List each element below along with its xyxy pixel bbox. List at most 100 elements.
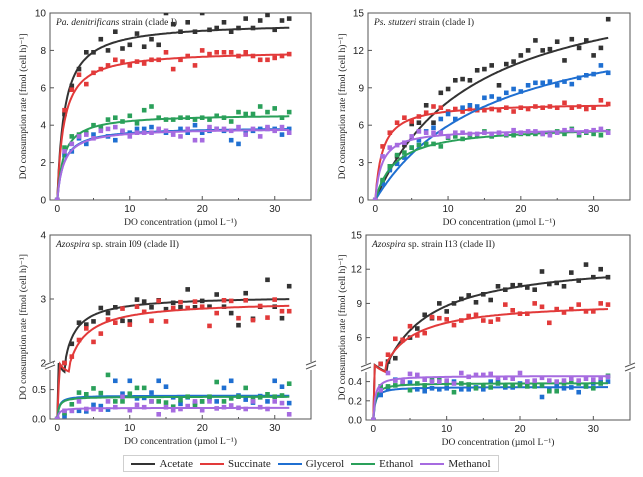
data-point-succinate — [265, 57, 270, 63]
data-point-methanol — [422, 377, 427, 382]
data-point-acetate — [547, 46, 553, 52]
data-point-acetate — [207, 304, 212, 309]
data-point-ethanol — [569, 379, 574, 384]
y-tick-label: 9 — [356, 299, 362, 310]
data-point-acetate — [402, 142, 407, 148]
data-point-glycerol — [84, 141, 89, 147]
data-point-methanol — [141, 404, 147, 410]
data-point-glycerol — [431, 125, 436, 130]
data-point-methanol — [481, 372, 486, 378]
data-point-glycerol — [605, 70, 611, 76]
data-point-methanol — [393, 378, 398, 383]
data-point-methanol — [214, 126, 219, 132]
data-point-methanol — [54, 416, 60, 419]
y-tick-label: 9 — [358, 83, 364, 94]
data-point-methanol — [127, 134, 133, 139]
fit-line-ethanol — [374, 130, 609, 200]
data-point-ethanol — [163, 117, 169, 122]
data-point-acetate — [120, 46, 125, 51]
data-point-acetate — [178, 29, 183, 34]
data-point-acetate — [583, 262, 589, 267]
data-point-methanol — [113, 124, 118, 130]
data-point-ethanol — [221, 115, 227, 120]
data-point-glycerol — [569, 385, 574, 390]
data-point-ethanol — [272, 106, 277, 111]
data-point-succinate — [265, 315, 270, 320]
x-tick-label: 10 — [442, 204, 454, 215]
fit-line-ethanol — [372, 382, 608, 420]
data-point-methanol — [378, 387, 383, 393]
data-point-succinate — [467, 106, 473, 112]
data-point-succinate — [84, 81, 89, 87]
fit-line-succinate — [372, 308, 609, 420]
data-point-glycerol — [91, 402, 96, 408]
data-point-acetate — [127, 319, 133, 324]
x-tick-label: 20 — [514, 424, 526, 435]
x-tick-label: 20 — [197, 204, 209, 215]
data-point-succinate — [178, 299, 183, 305]
data-point-succinate — [605, 302, 611, 307]
data-point-methanol — [236, 405, 241, 411]
data-point-succinate — [134, 59, 140, 64]
data-point-glycerol — [437, 387, 442, 392]
data-point-ethanol — [272, 394, 277, 399]
x-tick-label: 0 — [54, 204, 60, 215]
data-point-succinate — [113, 320, 118, 325]
panel-title-italic: Ps. stutzeri — [373, 18, 417, 28]
data-point-methanol — [569, 127, 575, 133]
data-point-methanol — [265, 406, 270, 412]
y-tick-label: 2 — [40, 359, 46, 370]
legend-item-ethanol: Ethanol — [351, 458, 413, 470]
data-point-acetate — [170, 21, 176, 27]
data-point-methanol — [156, 412, 161, 417]
data-point-glycerol — [429, 386, 435, 391]
data-point-glycerol — [415, 387, 420, 392]
data-point-methanol — [120, 394, 125, 399]
data-point-acetate — [422, 312, 427, 318]
data-point-succinate — [141, 309, 147, 315]
data-point-succinate — [257, 57, 263, 63]
data-point-glycerol — [279, 132, 285, 137]
x-axis-title: DO concentration (µmol L⁻¹) — [443, 217, 556, 228]
data-point-ethanol — [91, 122, 96, 128]
data-point-ethanol — [185, 394, 190, 399]
data-point-acetate — [539, 269, 545, 274]
data-point-methanol — [279, 124, 285, 130]
data-point-ethanol — [511, 132, 516, 138]
data-point-ethanol — [576, 132, 582, 138]
data-point-acetate — [286, 283, 292, 289]
data-point-acetate — [554, 39, 560, 44]
data-point-succinate — [76, 72, 82, 77]
data-point-methanol — [451, 381, 457, 386]
data-point-methanol — [525, 129, 531, 134]
axis-break-mark — [624, 362, 636, 368]
data-point-acetate — [445, 86, 451, 92]
data-point-succinate — [257, 303, 263, 309]
data-point-succinate — [437, 315, 442, 321]
data-point-glycerol — [279, 384, 285, 389]
data-point-methanol — [76, 399, 82, 404]
series-methanol — [371, 370, 611, 420]
data-point-glycerol — [141, 126, 147, 132]
data-point-glycerol — [214, 399, 219, 404]
data-point-succinate — [236, 315, 241, 321]
data-point-succinate — [185, 53, 190, 59]
data-point-succinate — [482, 107, 487, 113]
fit-line-methanol — [374, 129, 609, 200]
data-point-succinate — [504, 105, 509, 110]
data-point-acetate — [120, 318, 125, 324]
data-point-methanol — [489, 131, 494, 137]
data-point-ethanol — [127, 391, 133, 396]
data-point-acetate — [504, 61, 509, 67]
data-point-methanol — [547, 378, 552, 383]
fit-line-acetate — [372, 276, 609, 420]
data-point-methanol — [163, 404, 169, 410]
data-point-succinate — [149, 57, 154, 63]
series-methanol — [54, 394, 292, 419]
series-ethanol — [372, 126, 611, 200]
data-point-glycerol — [562, 79, 567, 84]
series-ethanol — [54, 372, 292, 419]
data-point-glycerol — [178, 126, 183, 132]
data-point-methanol — [236, 124, 241, 130]
